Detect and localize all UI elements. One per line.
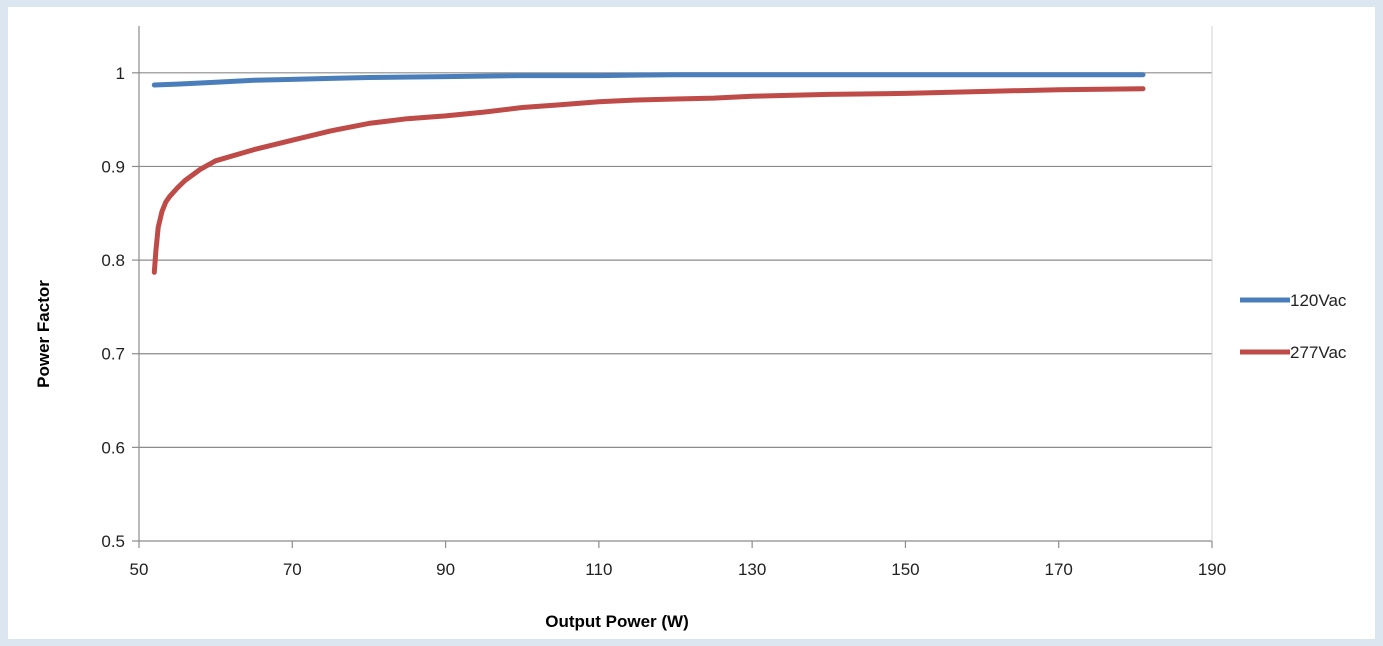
gridlines — [139, 73, 1212, 448]
legend-label-120vac: 120Vac — [1290, 291, 1347, 310]
x-tick-label: 150 — [891, 560, 919, 579]
y-tick-label: 0.8 — [101, 251, 125, 270]
y-tick-label: 0.6 — [101, 438, 125, 457]
series-line-277vac — [154, 89, 1143, 273]
series-lines — [154, 75, 1143, 273]
legend-label-277vac: 277Vac — [1290, 343, 1347, 362]
x-tick-label: 110 — [585, 560, 612, 579]
legend: 120Vac 277Vac — [1240, 291, 1347, 362]
y-tick-label: 0.5 — [101, 532, 125, 551]
x-tick-labels: 50 70 90 110 130 150 170 190 — [130, 560, 1227, 579]
x-tick-label: 130 — [738, 560, 766, 579]
x-tick-label: 50 — [130, 560, 149, 579]
series-line-120vac — [154, 75, 1143, 85]
x-tick-label: 90 — [436, 560, 455, 579]
axes — [132, 26, 1212, 548]
y-tick-label: 0.9 — [101, 157, 125, 176]
x-axis-title: Output Power (W) — [545, 612, 689, 631]
x-tick-label: 170 — [1045, 560, 1073, 579]
x-tick-label: 70 — [283, 560, 302, 579]
y-tick-label: 1 — [116, 64, 125, 83]
y-axis-title: Power Factor — [34, 280, 53, 388]
y-tick-labels: 0.5 0.6 0.7 0.8 0.9 1 — [101, 64, 125, 551]
x-tick-label: 190 — [1198, 560, 1226, 579]
y-tick-label: 0.7 — [101, 345, 125, 364]
